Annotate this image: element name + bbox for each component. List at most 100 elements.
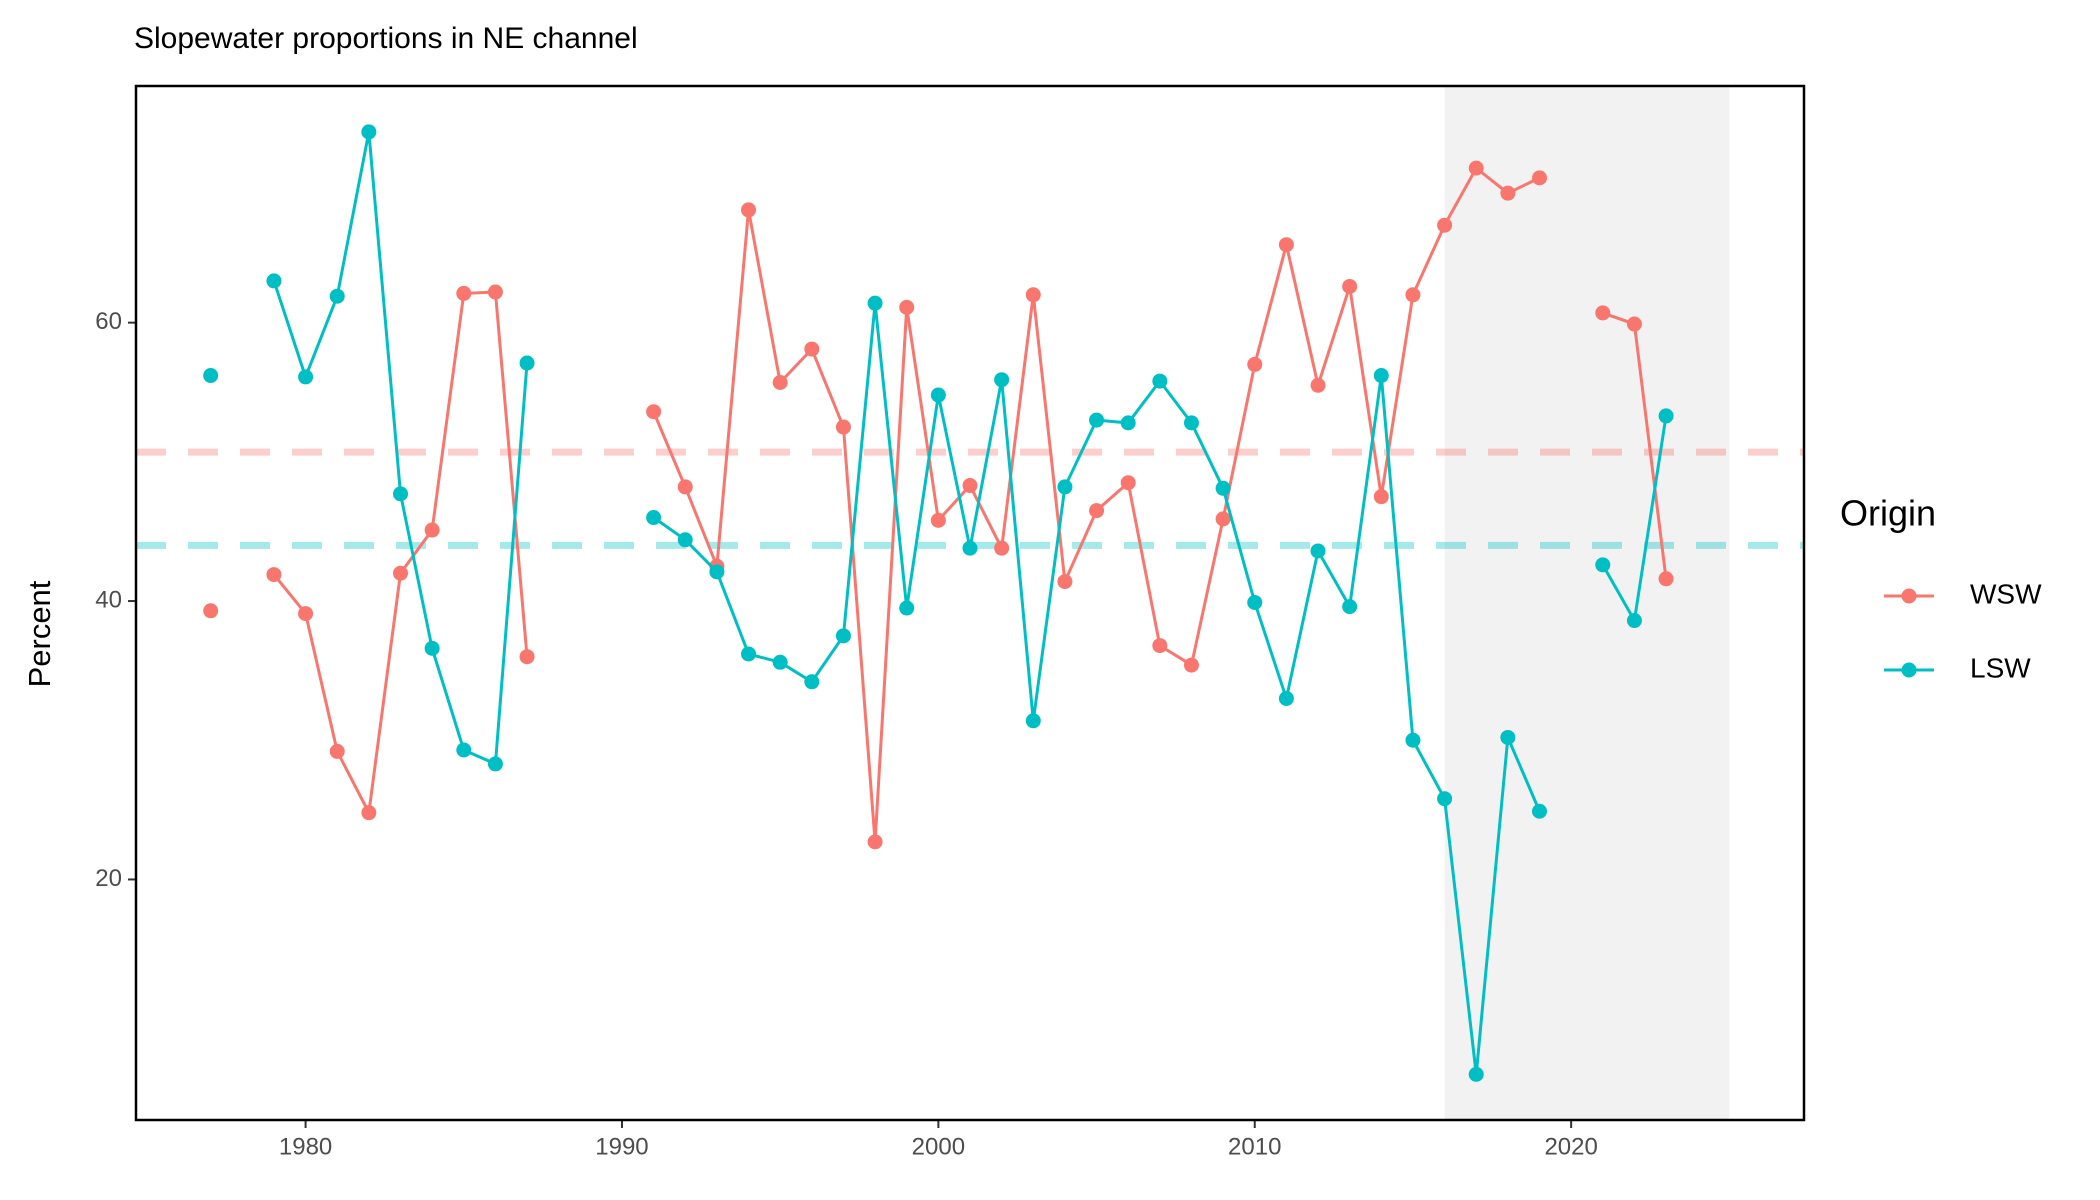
data-point (1089, 412, 1105, 428)
data-point (1215, 480, 1231, 496)
data-point (1215, 511, 1231, 527)
data-point (994, 540, 1010, 556)
data-point (456, 285, 472, 301)
chart-title: Slopewater proportions in NE channel (134, 22, 638, 55)
data-point (1120, 415, 1136, 431)
data-point (677, 479, 693, 495)
legend-title: Origin (1840, 493, 1936, 534)
x-tick-label: 1990 (595, 1133, 648, 1160)
data-point (1437, 791, 1453, 807)
data-point (772, 375, 788, 391)
data-point (424, 522, 440, 538)
data-point (266, 567, 282, 583)
data-point (519, 355, 535, 371)
x-tick-label: 2020 (1544, 1133, 1597, 1160)
data-point (835, 628, 851, 644)
data-point (804, 674, 820, 690)
data-point (487, 756, 503, 772)
data-point (1658, 571, 1674, 587)
data-point (646, 510, 662, 526)
data-point (1057, 479, 1073, 495)
data-point (329, 288, 345, 304)
data-point (1057, 574, 1073, 590)
data-point (994, 372, 1010, 388)
data-point (1025, 287, 1041, 303)
legend-label: WSW (1970, 578, 2042, 609)
data-point (1342, 599, 1358, 615)
data-point (646, 404, 662, 420)
data-point (1468, 1066, 1484, 1082)
data-point (1405, 732, 1421, 748)
data-point (1405, 287, 1421, 303)
data-point (1531, 170, 1547, 186)
y-tick-label: 60 (95, 308, 122, 335)
data-point (1152, 638, 1168, 654)
data-point (1342, 278, 1358, 294)
data-point (741, 202, 757, 218)
data-point (1183, 415, 1199, 431)
data-point (1310, 543, 1326, 559)
data-point (361, 124, 377, 140)
data-point (804, 341, 820, 357)
data-point (709, 564, 725, 580)
data-point (1152, 373, 1168, 389)
legend-marker (1901, 662, 1917, 678)
data-point (1120, 475, 1136, 491)
data-point (677, 532, 693, 548)
data-point (1626, 316, 1642, 332)
data-point (1089, 503, 1105, 519)
data-point (1500, 729, 1516, 745)
plot-border (134, 84, 1806, 1122)
data-point (424, 640, 440, 656)
data-point (962, 478, 978, 494)
data-point (1626, 613, 1642, 629)
data-point (203, 368, 219, 384)
data-point (487, 284, 503, 300)
data-point (930, 387, 946, 403)
data-point (329, 743, 345, 759)
data-point (1468, 160, 1484, 176)
data-point (867, 834, 883, 850)
data-point (519, 649, 535, 665)
data-point (1373, 489, 1389, 505)
legend-marker (1901, 588, 1917, 604)
x-tick-label: 1980 (279, 1133, 332, 1160)
data-point (1247, 594, 1263, 610)
data-point (1278, 690, 1294, 706)
data-point (1310, 377, 1326, 393)
data-point (393, 486, 409, 502)
data-point (1183, 657, 1199, 673)
data-point (1658, 408, 1674, 424)
data-point (1278, 237, 1294, 253)
y-tick-label: 20 (95, 865, 122, 892)
data-point (867, 295, 883, 311)
data-point (393, 565, 409, 581)
data-point (835, 419, 851, 435)
data-point (1500, 185, 1516, 201)
data-point (899, 299, 915, 315)
x-tick-label: 2010 (1228, 1133, 1281, 1160)
data-point (361, 805, 377, 821)
data-point (741, 646, 757, 662)
data-point (1025, 713, 1041, 729)
data-point (930, 512, 946, 528)
data-point (772, 654, 788, 670)
data-point (1531, 803, 1547, 819)
x-tick-label: 2000 (912, 1133, 965, 1160)
data-point (1247, 356, 1263, 372)
legend-label: LSW (1970, 652, 2031, 683)
data-point (266, 273, 282, 289)
data-point (899, 600, 915, 616)
data-point (1373, 368, 1389, 384)
y-axis-label: Percent (22, 580, 57, 687)
shaded-region (1444, 86, 1730, 1120)
data-point (1595, 305, 1611, 321)
data-point (298, 369, 314, 385)
data-point (962, 540, 978, 556)
data-point (1437, 217, 1453, 233)
data-point (298, 606, 314, 622)
y-tick-label: 40 (95, 586, 122, 613)
data-point (456, 742, 472, 758)
data-point (1595, 557, 1611, 573)
